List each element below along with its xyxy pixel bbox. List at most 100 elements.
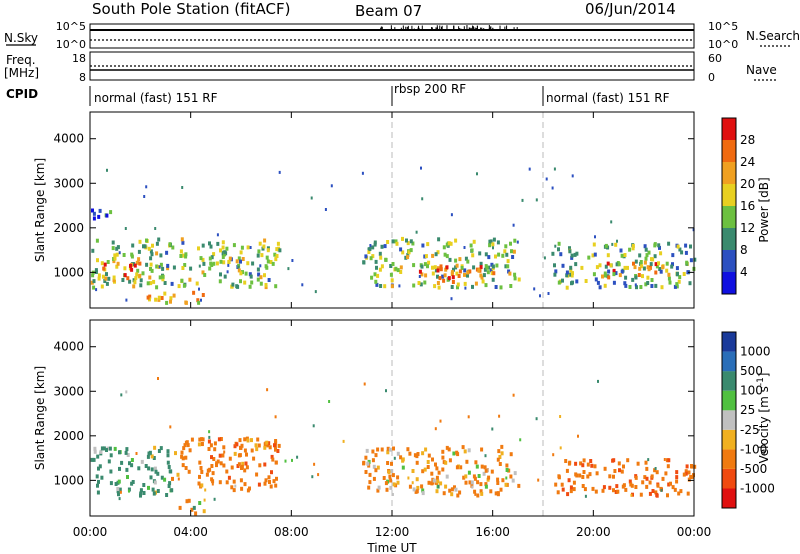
- data-cell: [228, 456, 232, 461]
- data-cell: [423, 262, 427, 267]
- data-cell: [685, 260, 689, 265]
- colorbar-swatch: [722, 228, 736, 250]
- data-cell: [218, 480, 222, 485]
- cpid-label: CPID: [6, 87, 38, 101]
- data-cell: [243, 448, 247, 453]
- data-cell: [513, 238, 517, 243]
- data-cell: [603, 283, 607, 288]
- data-cell: [200, 470, 204, 474]
- data-cell: [477, 268, 481, 273]
- data-cell: [655, 492, 659, 497]
- data-cell: [392, 446, 395, 451]
- data-cell: [396, 475, 400, 480]
- data-cell: [443, 273, 447, 278]
- data-cell: [257, 249, 261, 254]
- data-cell: [219, 259, 223, 264]
- data-cell: [91, 248, 95, 253]
- data-cell: [225, 480, 229, 485]
- data-cell: [512, 249, 516, 254]
- data-cell: [209, 443, 213, 448]
- data-cell: [401, 465, 405, 470]
- data-cell: [371, 254, 375, 259]
- data-cell: [139, 493, 142, 498]
- colorbar-tick-label: 16: [740, 199, 755, 213]
- data-cell: [491, 277, 495, 282]
- data-cell: [133, 263, 137, 268]
- data-cell: [232, 479, 236, 484]
- data-cell: [205, 472, 209, 477]
- colorbar-swatch: [722, 184, 736, 206]
- data-speckle: [234, 484, 237, 488]
- data-cell: [567, 478, 571, 483]
- data-cell: [256, 253, 260, 258]
- data-cell: [169, 299, 172, 304]
- data-cell: [221, 240, 225, 245]
- data-cell: [450, 285, 454, 289]
- data-cell: [643, 475, 647, 480]
- data-cell: [389, 485, 393, 490]
- data-cell: [97, 273, 101, 278]
- nave-tick-bottom: 0: [708, 71, 715, 84]
- data-cell: [273, 443, 276, 448]
- data-cell: [556, 490, 560, 495]
- data-cell: [132, 284, 136, 289]
- data-cell: [612, 474, 615, 479]
- data-cell: [131, 480, 135, 484]
- data-cell: [448, 488, 452, 493]
- data-cell: [494, 254, 497, 259]
- y-tick-label: 4000: [53, 132, 84, 146]
- data-speckle: [491, 427, 494, 431]
- data-cell: [612, 488, 615, 493]
- data-cell: [230, 485, 234, 490]
- data-cell: [373, 240, 377, 245]
- data-cell: [184, 254, 188, 259]
- data-cell: [458, 269, 462, 274]
- data-cell: [436, 274, 439, 279]
- data-cell: [472, 474, 476, 479]
- x-tick-label: 16:00: [475, 525, 510, 539]
- data-cell: [499, 487, 503, 492]
- data-cell: [435, 489, 439, 494]
- data-cell: [152, 456, 156, 460]
- data-cell: [126, 276, 130, 281]
- data-cell: [606, 253, 610, 258]
- data-speckle: [145, 185, 148, 189]
- data-cell: [196, 298, 200, 303]
- data-cell: [97, 466, 100, 471]
- data-cell: [517, 483, 521, 488]
- data-cell: [421, 491, 425, 496]
- x-axis-ticks: 00:00 04:00 08:00 12:00 16:00 20:00 00:00: [73, 525, 712, 539]
- data-cell: [375, 265, 378, 270]
- data-cell: [145, 238, 148, 243]
- data-cell: [458, 490, 462, 495]
- data-cell: [239, 250, 243, 255]
- data-cell: [618, 468, 621, 473]
- data-cell: [474, 281, 478, 286]
- station-title: South Pole Station (fitACF): [92, 0, 290, 18]
- data-cell: [574, 262, 578, 267]
- data-cell: [582, 470, 586, 474]
- data-cell: [149, 249, 153, 254]
- y-tick-label: 3000: [53, 176, 84, 190]
- data-cell: [97, 276, 101, 281]
- data-cell: [638, 266, 642, 271]
- data-cell: [413, 453, 417, 458]
- data-cell: [171, 245, 175, 250]
- data-cell: [144, 464, 148, 468]
- data-cell: [513, 276, 517, 281]
- data-cell: [128, 461, 131, 466]
- data-cell: [417, 281, 421, 285]
- data-cell: [509, 284, 513, 288]
- colorbar-swatch: [722, 410, 736, 430]
- data-cell: [478, 251, 482, 256]
- data-cell: [213, 447, 217, 452]
- data-cell: [639, 260, 643, 264]
- y-tick-label: 1000: [53, 265, 84, 279]
- data-cell: [92, 279, 96, 284]
- data-cell: [243, 280, 247, 285]
- data-cell: [251, 261, 255, 266]
- data-cell: [232, 488, 236, 493]
- data-cell: [385, 487, 389, 492]
- data-cell: [142, 491, 146, 495]
- cpid-row: CPID normal (fast) 151 RF rbsp 200 RF no…: [6, 82, 670, 106]
